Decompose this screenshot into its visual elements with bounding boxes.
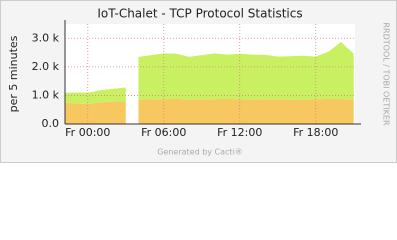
chart: IoT-Chalet - TCP Protocol Statistics per… <box>0 0 397 163</box>
y-tick-label: 3.0 k <box>32 31 60 44</box>
area <box>138 42 354 100</box>
chart-title: IoT-Chalet - TCP Protocol Statistics <box>97 7 302 21</box>
y-tick-label: 0.0 <box>42 117 60 130</box>
x-tick-label: Fr 18:00 <box>293 126 338 139</box>
y-axis-label: per 5 minutes <box>7 35 20 112</box>
side-label: RRDTOOL / TOBI OETIKER <box>382 22 391 125</box>
area <box>65 101 126 124</box>
footer: Generated by Cacti® <box>157 148 243 157</box>
x-tick-label: Fr 06:00 <box>141 126 186 139</box>
area <box>138 98 354 124</box>
x-tick-label: Fr 00:00 <box>65 126 110 139</box>
x-tick-label: Fr 12:00 <box>217 126 262 139</box>
y-tick-label: 1.0 k <box>32 88 60 101</box>
y-tick-label: 2.0 k <box>32 60 60 73</box>
plot <box>65 42 354 124</box>
